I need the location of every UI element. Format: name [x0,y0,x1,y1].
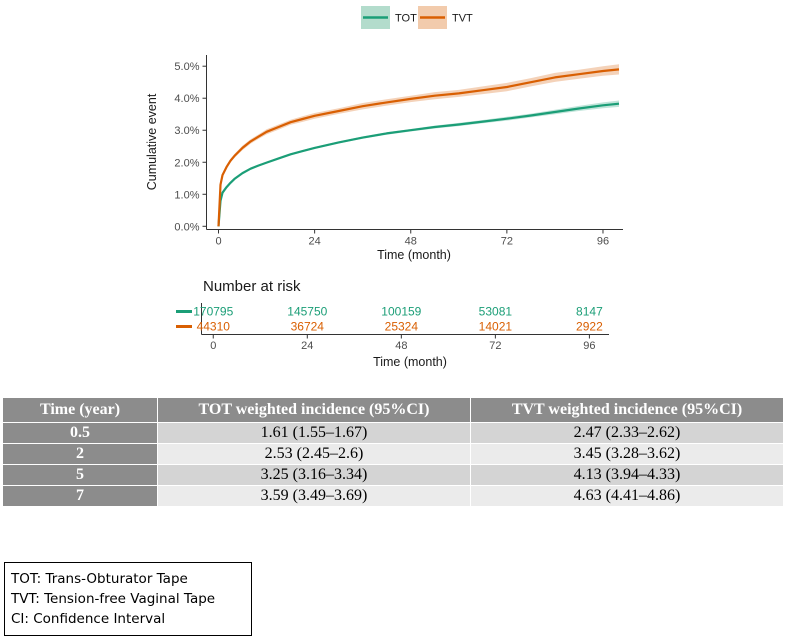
tot-incidence-cell: 3.59 (3.49–3.69) [157,485,471,507]
risk-count-tot: 145750 [287,305,327,319]
x-tick-label: 48 [405,236,417,248]
x-axis-title: Time (month) [377,248,451,262]
risk-x-axis-title: Time (month) [373,355,447,369]
table-row: 0.5 1.61 (1.55–1.67) 2.47 (2.33–2.62) [2,422,784,444]
ci-band-tot [218,100,619,227]
tvt-incidence-cell: 4.63 (4.41–4.86) [470,485,784,507]
series-line-tvt [217,68,620,227]
risk-table-title: Number at risk [203,278,301,295]
time-cell: 7 [2,485,158,507]
risk-count-tvt: 25324 [385,320,419,334]
header-time: Time (year) [2,397,158,423]
risk-x-tick-label: 72 [489,340,501,352]
header-tvt-incidence: TVT weighted incidence (95%CI) [470,397,784,423]
legend-label-tvt: TVT [452,13,473,25]
tot-incidence-cell: 2.53 (2.45–2.6) [157,443,471,465]
y-tick-label: 0.0% [174,221,199,233]
abbreviation-tvt: TVT: Tension-free Vaginal Tape [11,591,216,607]
abbreviation-tot: TOT: Trans-Obturator Tape [11,571,188,587]
y-axis-ticks: 0.0% 1.0% 2.0% 3.0% 4.0% 5.0% [174,61,207,233]
header-tot-incidence: TOT weighted incidence (95%CI) [157,397,471,423]
legend: TOT TVT [361,6,473,29]
risk-count-tvt: 36724 [291,320,325,334]
risk-count-tvt: 44310 [197,320,231,334]
time-cell: 2 [2,443,158,465]
time-cell: 5 [2,464,158,486]
x-tick-label: 24 [309,236,321,248]
survival-chart: TOT TVT 0.0% 1.0% 2.0% 3.0% 4.0% 5.0% 0 24 48 72… [145,6,623,369]
risk-x-tick-label: 0 [210,340,216,352]
tvt-incidence-cell: 3.45 (3.28–3.62) [470,443,784,465]
legend-label-tot: TOT [395,13,417,25]
x-tick-label: 96 [597,236,609,248]
table-row: 5 3.25 (3.16–3.34) 4.13 (3.94–4.33) [2,464,784,486]
abbreviations-box: TOT: Trans-Obturator Tape TVT: Tension-f… [4,562,252,636]
risk-x-tick-label: 24 [301,340,313,352]
risk-count-tot: 100159 [381,305,421,319]
y-tick-label: 5.0% [174,61,199,73]
y-axis-title: Cumulative event [145,93,159,190]
risk-count-tvt: 14021 [479,320,513,334]
risk-count-tot: 53081 [479,305,513,319]
tot-incidence-cell: 1.61 (1.55–1.67) [157,422,471,444]
series-line-tot [217,102,620,227]
table-header-row: Time (year) TOT weighted incidence (95%C… [2,397,784,423]
abbreviation-ci: CI: Confidence Interval [11,611,166,627]
table-row: 7 3.59 (3.49–3.69) 4.63 (4.41–4.86) [2,485,784,507]
ci-band-tvt [218,64,619,227]
tvt-incidence-cell: 2.47 (2.33–2.62) [470,422,784,444]
y-tick-label: 1.0% [174,189,199,201]
tvt-incidence-cell: 4.13 (3.94–4.33) [470,464,784,486]
x-tick-label: 0 [215,236,221,248]
incidence-table: Time (year) TOT weighted incidence (95%C… [2,397,784,507]
time-cell: 0.5 [2,422,158,444]
plot-series [217,64,620,227]
risk-count-tot: 170795 [193,305,233,319]
risk-table-counts: 170795 145750 100159 53081 8147 44310 36724 253… [193,305,603,334]
y-tick-label: 4.0% [174,93,199,105]
table-row: 2 2.53 (2.45–2.6) 3.45 (3.28–3.62) [2,443,784,465]
y-tick-label: 2.0% [174,157,199,169]
risk-x-tick-label: 96 [583,340,595,352]
risk-count-tot: 8147 [576,305,603,319]
risk-x-axis-ticks: 0 24 48 72 96 [210,334,596,352]
risk-count-tvt: 2922 [576,320,603,334]
x-tick-label: 72 [501,236,513,248]
tot-incidence-cell: 3.25 (3.16–3.34) [157,464,471,486]
y-tick-label: 3.0% [174,125,199,137]
risk-x-tick-label: 48 [395,340,407,352]
x-axis-ticks: 0 24 48 72 96 [215,229,609,248]
